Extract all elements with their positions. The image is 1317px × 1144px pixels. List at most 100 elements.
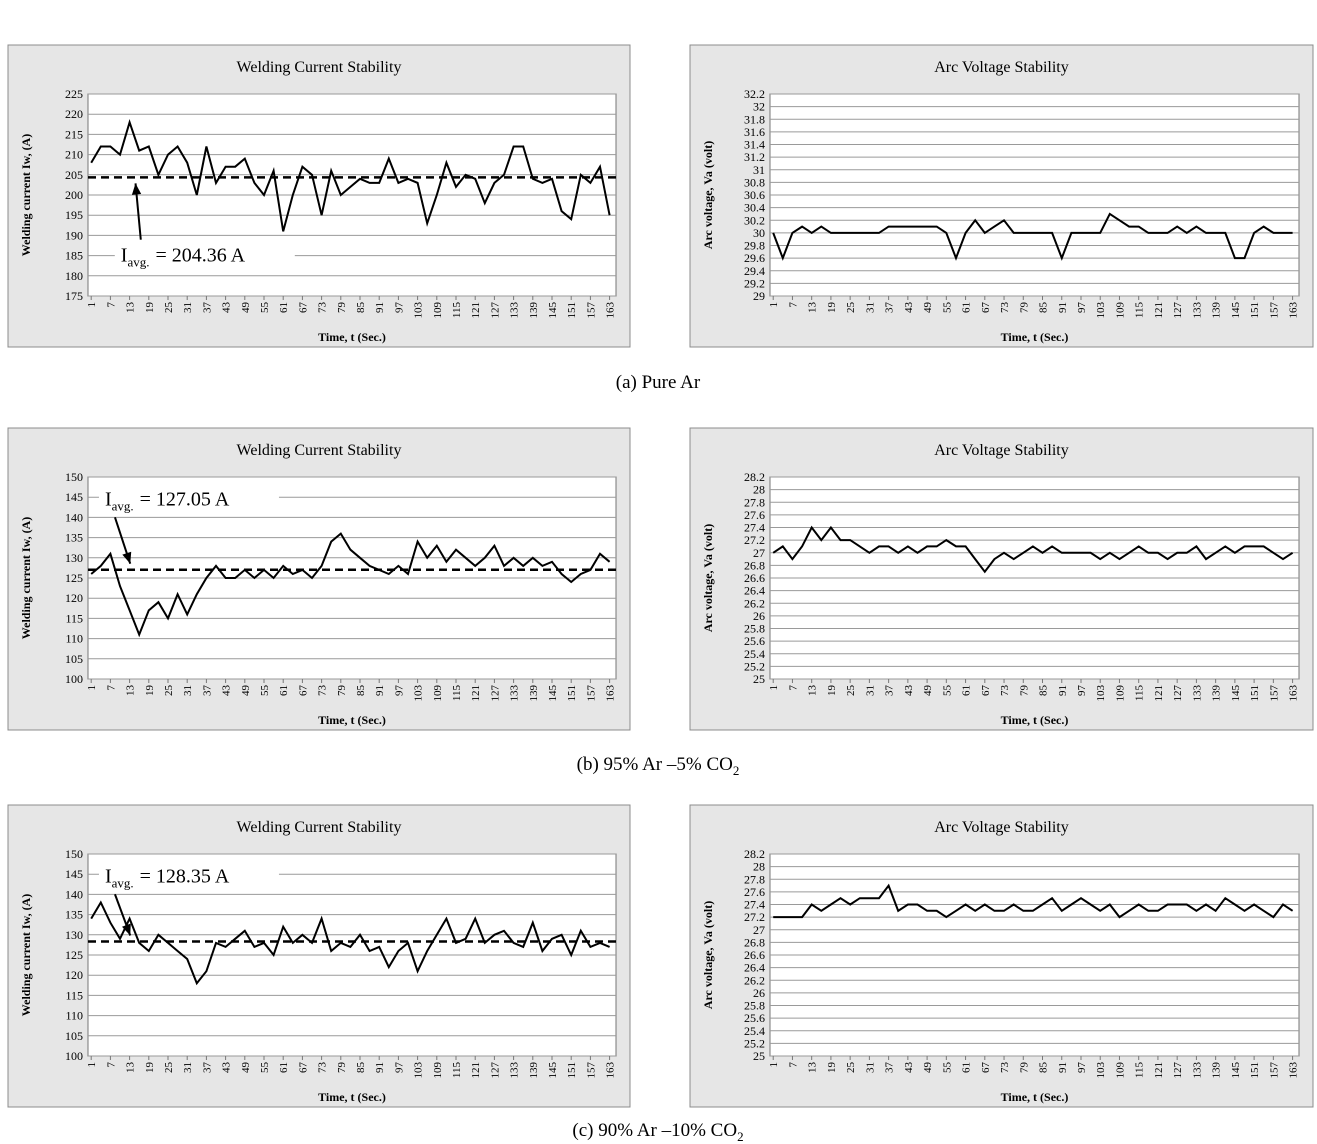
x-tick-label: 13: [807, 685, 819, 697]
x-tick-label: 7: [787, 302, 799, 308]
x-tick-label: 139: [1211, 1062, 1223, 1079]
y-tick-label: 120: [65, 591, 83, 605]
x-tick-label: 1: [86, 1062, 98, 1068]
x-tick-label: 13: [125, 302, 137, 314]
x-tick-label: 139: [528, 685, 540, 702]
x-tick-label: 157: [1268, 1062, 1280, 1079]
y-tick-label: 135: [65, 531, 83, 545]
y-tick-label: 185: [65, 249, 83, 263]
x-tick-label: 7: [105, 1062, 117, 1068]
y-tick-label: 100: [65, 1049, 83, 1063]
chart: Arc Voltage Stability2929.229.429.629.83…: [690, 45, 1313, 347]
x-tick-label: 157: [1268, 302, 1280, 319]
y-tick-label: 145: [65, 490, 83, 504]
y-tick-label: 26.8: [744, 935, 765, 949]
x-tick-label: 121: [470, 1062, 482, 1079]
y-tick-label: 26: [753, 609, 765, 623]
x-tick-label: 91: [374, 1062, 386, 1073]
x-tick-label: 67: [980, 302, 992, 314]
figure: Welding Current Stability175180185190195…: [0, 0, 1317, 1144]
x-tick-label: 97: [393, 302, 405, 314]
y-tick-label: 205: [65, 168, 83, 182]
x-tick-label: 85: [1038, 302, 1050, 314]
y-tick-label: 27: [753, 546, 765, 560]
y-tick-label: 215: [65, 127, 83, 141]
y-tick-label: 30.6: [744, 188, 765, 202]
x-axis-title: Time, t (Sec.): [318, 713, 386, 727]
x-tick-label: 151: [566, 685, 578, 702]
caption-text: (c) 90% Ar –10% CO: [572, 1120, 737, 1141]
x-tick-label: 67: [297, 302, 309, 314]
y-tick-label: 32.2: [744, 87, 765, 101]
x-tick-label: 19: [826, 685, 838, 697]
x-tick-label: 1: [768, 1062, 780, 1068]
x-tick-label: 19: [144, 685, 156, 697]
x-tick-label: 49: [922, 302, 934, 314]
x-tick-label: 97: [393, 685, 405, 697]
x-tick-label: 139: [528, 302, 540, 319]
y-tick-label: 28.2: [744, 847, 765, 861]
y-tick-label: 26.2: [744, 596, 765, 610]
x-tick-label: 73: [999, 1062, 1011, 1074]
x-tick-label: 55: [259, 685, 271, 697]
x-tick-label: 109: [1114, 685, 1126, 702]
x-tick-label: 97: [1076, 302, 1088, 314]
x-tick-label: 85: [355, 1062, 367, 1074]
y-tick-label: 27.2: [744, 533, 765, 547]
chart-title: Arc Voltage Stability: [934, 819, 1069, 836]
y-tick-label: 180: [65, 269, 83, 283]
x-tick-label: 1: [86, 302, 98, 308]
x-tick-label: 37: [884, 1062, 896, 1074]
x-axis-title: Time, t (Sec.): [1001, 1090, 1069, 1104]
x-tick-label: 85: [355, 302, 367, 314]
y-axis-title: Welding current Iw, (A): [19, 134, 33, 256]
x-tick-label: 19: [144, 302, 156, 314]
x-tick-label: 121: [1153, 685, 1165, 702]
x-tick-label: 49: [922, 1062, 934, 1074]
x-tick-label: 97: [393, 1062, 405, 1074]
y-tick-label: 175: [65, 289, 83, 303]
x-tick-label: 139: [1211, 302, 1223, 319]
y-tick-label: 26.6: [744, 571, 765, 585]
y-tick-label: 120: [65, 968, 83, 982]
x-tick-label: 19: [826, 1062, 838, 1074]
y-tick-label: 115: [65, 988, 83, 1002]
x-tick-label: 19: [144, 1062, 156, 1074]
x-tick-label: 145: [547, 1062, 559, 1079]
y-tick-label: 150: [65, 847, 83, 861]
x-tick-label: 145: [547, 302, 559, 319]
x-tick-label: 7: [105, 685, 117, 691]
y-tick-label: 27.2: [744, 910, 765, 924]
chart-title: Welding Current Stability: [237, 442, 402, 459]
y-tick-label: 125: [65, 571, 83, 585]
x-tick-label: 31: [864, 685, 876, 696]
y-tick-label: 195: [65, 208, 83, 222]
x-tick-label: 115: [451, 302, 463, 319]
x-tick-label: 145: [1230, 1062, 1242, 1079]
x-tick-label: 49: [240, 302, 252, 314]
x-tick-label: 49: [240, 685, 252, 697]
y-tick-label: 31.2: [744, 150, 765, 164]
annotation-symbol: I: [121, 245, 128, 267]
x-tick-label: 25: [163, 685, 175, 697]
annotation-subscript: avg.: [112, 875, 134, 890]
x-tick-label: 79: [336, 685, 348, 697]
x-tick-label: 73: [317, 685, 329, 697]
y-tick-label: 27.6: [744, 508, 765, 522]
y-tick-label: 105: [65, 1029, 83, 1043]
x-tick-label: 109: [1114, 1062, 1126, 1079]
y-tick-label: 30.4: [744, 201, 765, 215]
x-tick-label: 31: [182, 1062, 194, 1073]
x-tick-label: 145: [1230, 302, 1242, 319]
y-tick-label: 25.8: [744, 622, 765, 636]
x-tick-label: 37: [201, 1062, 213, 1074]
y-tick-label: 200: [65, 188, 83, 202]
x-tick-label: 13: [807, 302, 819, 314]
y-tick-label: 125: [65, 948, 83, 962]
x-tick-label: 7: [787, 1062, 799, 1068]
y-tick-label: 26.6: [744, 948, 765, 962]
x-tick-label: 145: [547, 685, 559, 702]
x-tick-label: 115: [1134, 685, 1146, 702]
annotation-value: = 128.35 A: [140, 865, 230, 887]
y-tick-label: 25.2: [744, 1036, 765, 1050]
